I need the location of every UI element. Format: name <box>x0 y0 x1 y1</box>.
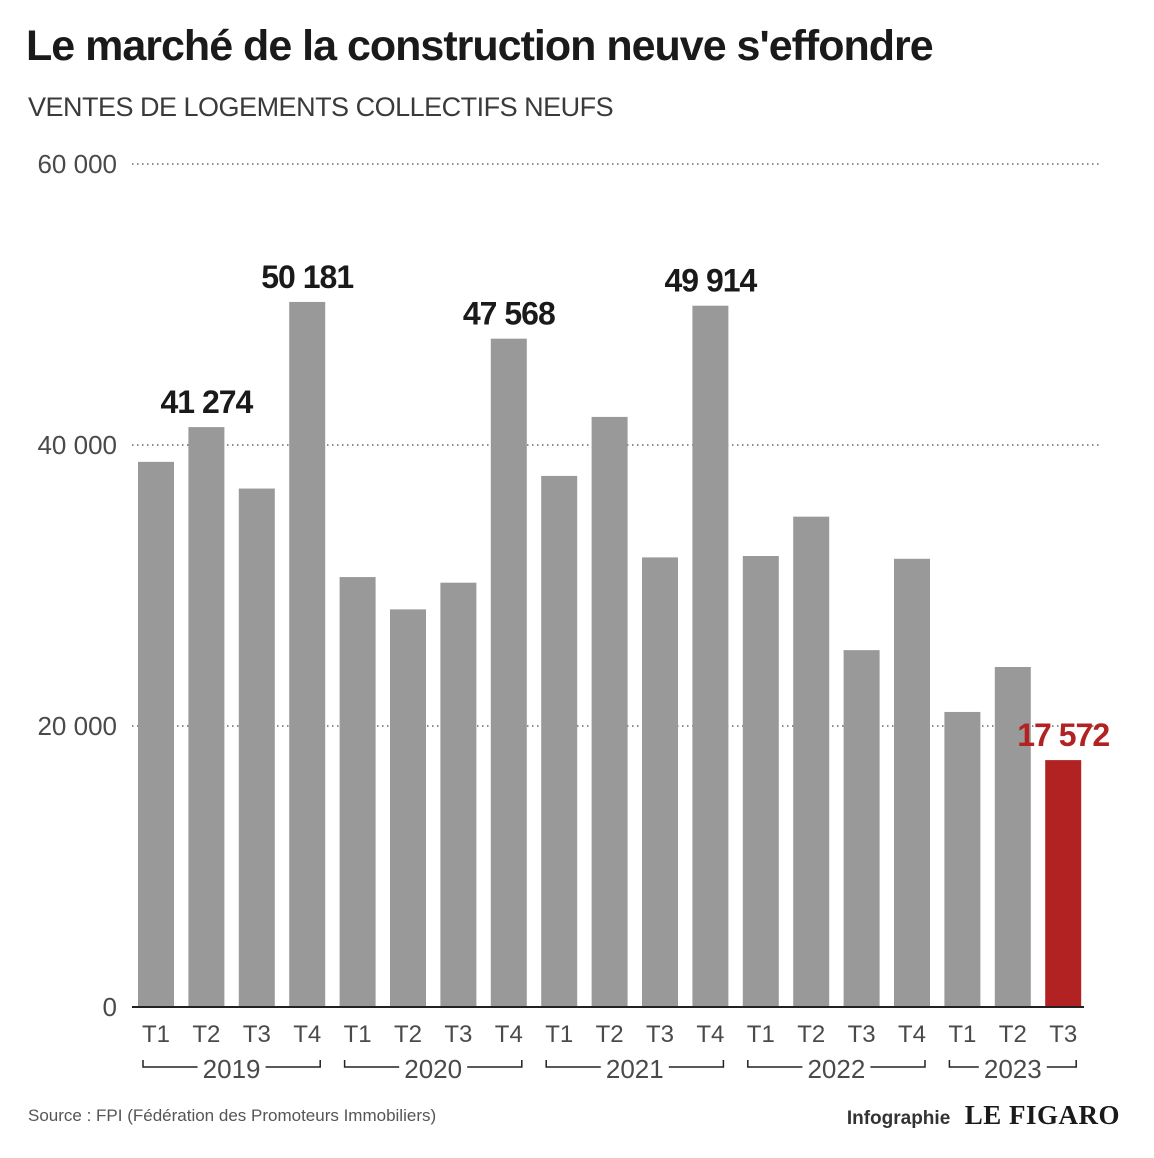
data-label: 49 914 <box>664 263 757 299</box>
bar <box>1045 760 1082 1007</box>
x-tick-label: T4 <box>898 1021 926 1048</box>
x-tick-label: T4 <box>495 1021 523 1048</box>
year-bracket-right <box>265 1060 321 1068</box>
x-tick-label: T2 <box>192 1021 220 1048</box>
year-bracket-left <box>545 1060 601 1068</box>
le-figaro-logo: LE FIGARO <box>964 1100 1120 1130</box>
bar <box>289 301 326 1008</box>
bar <box>490 338 527 1008</box>
year-bracket-left <box>343 1060 400 1068</box>
year-label: 2023 <box>984 1054 1042 1084</box>
bar-chart: 0 20 000 40 000 60 000 41 274 50 181 47 568 49 … <box>37 149 1110 1084</box>
x-tick-label: T3 <box>1049 1021 1077 1048</box>
bar <box>591 416 628 1007</box>
bar <box>894 558 930 1007</box>
x-tick-label: T3 <box>848 1021 876 1048</box>
bar <box>742 555 779 1007</box>
y-tick-label: 0 <box>103 992 117 1022</box>
y-tick-label: 40 000 <box>37 430 117 460</box>
year-bracket-left <box>142 1060 198 1068</box>
x-tick-label: T4 <box>696 1021 724 1048</box>
y-tick-label: 60 000 <box>37 149 117 179</box>
chart-subtitle: VENTES DE LOGEMENTS COLLECTIFS NEUFS <box>28 92 614 122</box>
bar <box>390 609 426 1007</box>
data-label: 17 572 <box>1017 717 1109 753</box>
year-bracket-left <box>747 1060 803 1068</box>
bar <box>843 650 880 1007</box>
year-label: 2021 <box>606 1054 664 1084</box>
bar <box>339 577 376 1007</box>
y-tick-label: 20 000 <box>37 711 117 741</box>
year-bracket-right <box>870 1060 926 1068</box>
year-bracket-right <box>467 1060 523 1068</box>
x-tick-label: T1 <box>344 1021 372 1048</box>
data-label: 47 568 <box>463 296 555 332</box>
year-bracket-right <box>668 1060 725 1068</box>
bar <box>238 488 275 1007</box>
bar <box>793 516 830 1007</box>
x-tick-label: T1 <box>142 1021 170 1048</box>
bar <box>138 461 174 1007</box>
bar <box>692 305 729 1007</box>
x-tick-label: T3 <box>646 1021 674 1048</box>
year-bracket-left <box>948 1060 979 1068</box>
x-tick-label: T2 <box>999 1021 1027 1048</box>
bar <box>994 666 1031 1007</box>
x-tick-label: T3 <box>444 1021 472 1048</box>
x-tick-label: T2 <box>797 1021 825 1048</box>
x-tick-label: T2 <box>596 1021 624 1048</box>
x-tick-label: T1 <box>948 1021 976 1048</box>
source-note: Source : FPI (Fédération des Promoteurs … <box>28 1106 437 1125</box>
x-tick-label: T2 <box>394 1021 422 1048</box>
x-tick-label: T4 <box>293 1021 321 1048</box>
bar <box>541 475 578 1007</box>
data-label: 50 181 <box>261 259 353 295</box>
brand: Infographie LE FIGARO <box>847 1100 1120 1131</box>
chart-title: Le marché de la construction neuve s'eff… <box>26 22 934 70</box>
x-tick-label: T1 <box>747 1021 775 1048</box>
bar <box>440 582 477 1007</box>
bar <box>188 427 225 1007</box>
year-bracket-right <box>1046 1060 1077 1068</box>
year-label: 2022 <box>807 1054 865 1084</box>
x-tick-label: T1 <box>545 1021 573 1048</box>
bar <box>944 711 981 1007</box>
year-label: 2020 <box>404 1054 462 1084</box>
x-tick-label: T3 <box>243 1021 271 1048</box>
brand-prefix: Infographie <box>846 1108 951 1129</box>
year-label: 2019 <box>203 1054 261 1084</box>
bar <box>642 557 678 1007</box>
data-label: 41 274 <box>160 384 253 420</box>
